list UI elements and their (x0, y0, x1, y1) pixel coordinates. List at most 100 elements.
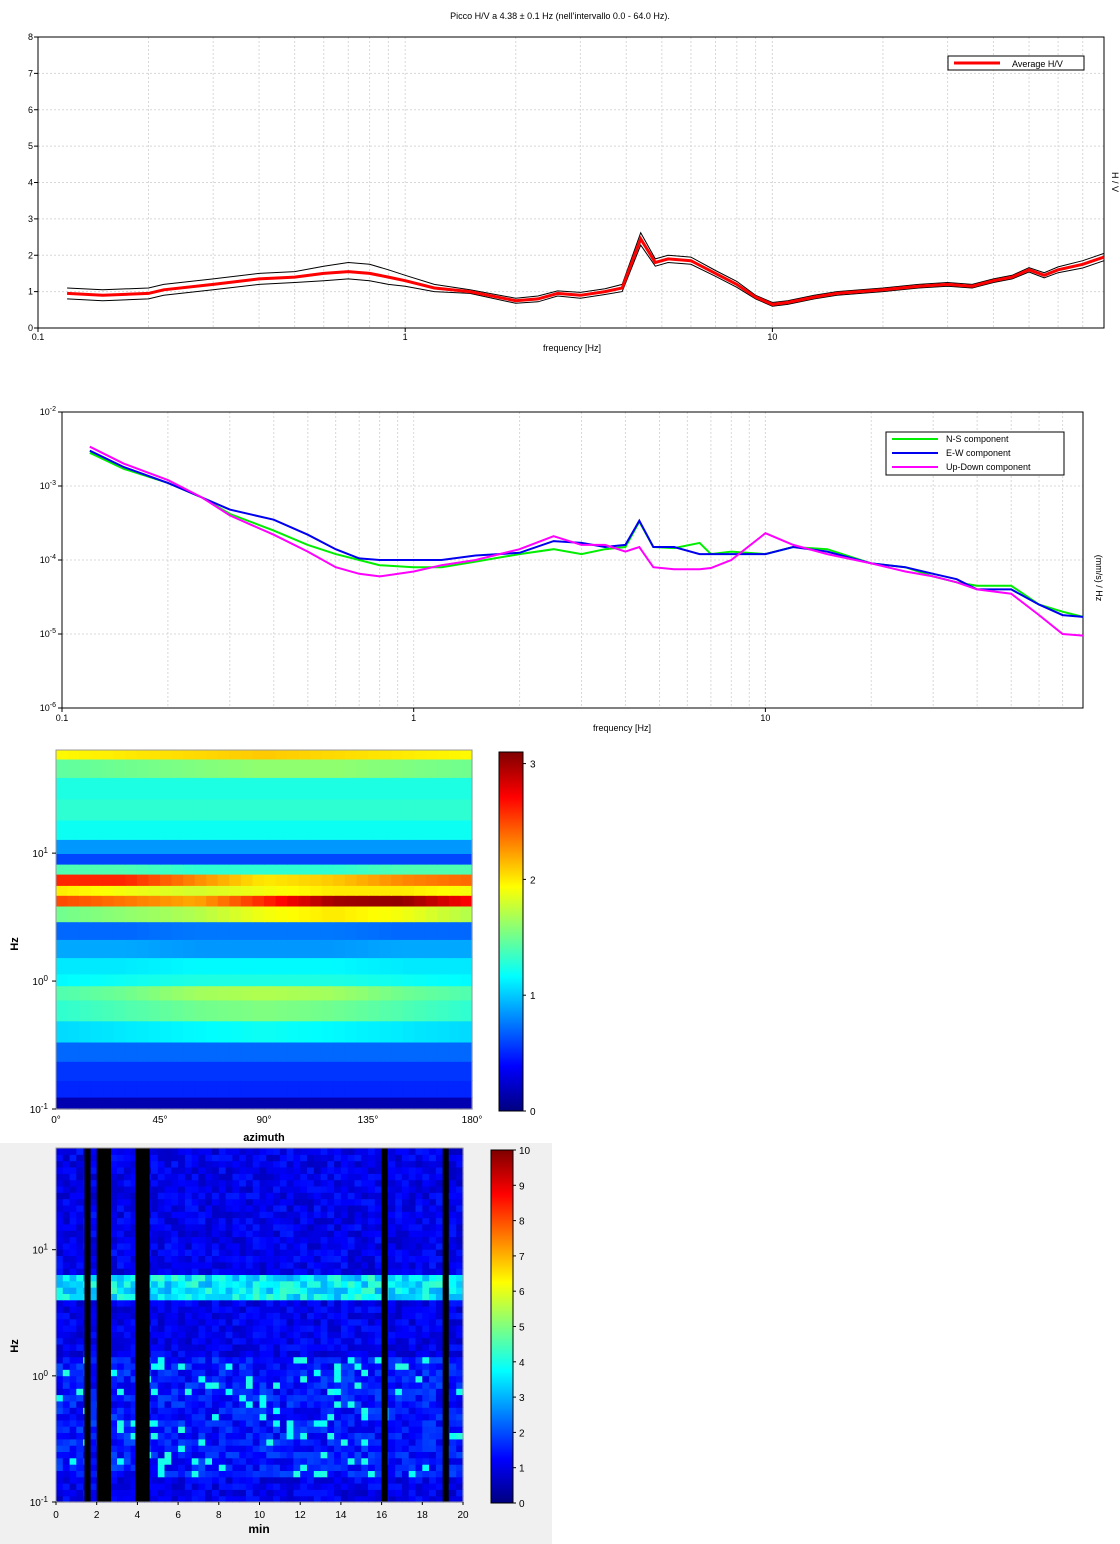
chart4-heat-cell (354, 1160, 362, 1168)
chart4-heat-cell (259, 1154, 267, 1162)
chart3-heat-cell (321, 750, 334, 760)
chart4-heat-cell (205, 1249, 213, 1256)
chart4-heat-cell (164, 1154, 172, 1162)
chart4-heat-cell (225, 1369, 233, 1377)
chart3-heat-cell (264, 758, 277, 778)
chart4-heat-cell (62, 1287, 71, 1294)
chart4-heat-cell (293, 1192, 301, 1200)
chart1-ytick-label: 7 (28, 68, 33, 78)
chart3-heat-cell (356, 985, 369, 1001)
chart3-heat-cell (310, 1080, 323, 1098)
chart4-heat-cell (286, 1223, 294, 1231)
chart4-heat-cell (401, 1160, 410, 1168)
chart4-heat-cell (191, 1173, 200, 1181)
chart4-heat-cell (212, 1318, 220, 1326)
chart4-heat-cell (178, 1293, 186, 1301)
chart3-heat-cell (391, 939, 404, 959)
chart4-heat-cell (422, 1217, 430, 1225)
chart4-heat-cell (361, 1344, 369, 1351)
chart4-heat-cell (435, 1198, 444, 1206)
chart4-heat-cell (164, 1173, 172, 1181)
chart4-heat-cell (171, 1236, 179, 1244)
chart3-heat-cell (79, 864, 92, 875)
chart4-heat-cell (171, 1331, 179, 1339)
chart4-heat-cell (449, 1167, 457, 1174)
chart3-heat-cell (67, 1080, 80, 1098)
chart4-heat-cell (279, 1381, 288, 1389)
chart4-heat-cell (368, 1350, 376, 1358)
chart3-heat-cell (183, 758, 196, 778)
chart4-heat-cell (415, 1495, 423, 1503)
chart4-heat-cell (123, 1242, 132, 1250)
chart4-heat-cell (327, 1388, 335, 1396)
chart4-heat-cell (415, 1287, 423, 1294)
chart4-heat-cell (435, 1185, 444, 1193)
chart4-heat-cell (429, 1223, 437, 1231)
chart3-heat-cell (310, 853, 323, 865)
chart4-heat-cell (157, 1325, 166, 1332)
chart3-heat-cell (344, 905, 358, 923)
chart4-heat-cell (422, 1318, 430, 1326)
chart3-heat-cell (148, 750, 161, 760)
chart3-heat-cell (206, 1020, 219, 1043)
chart3-heat-cell (136, 1097, 150, 1110)
chart4-heat-cell (245, 1495, 254, 1503)
chart4-heat-cell (449, 1154, 457, 1162)
chart4-heat-cell (361, 1211, 369, 1219)
chart3-heat-cell (194, 939, 207, 959)
chart4-heat-cell (130, 1464, 138, 1471)
chart3-heat-cell (368, 750, 381, 760)
chart3-heat-cell (402, 874, 415, 886)
chart4-heat-cell (361, 1413, 369, 1421)
chart4-heat-cell (374, 1217, 383, 1225)
chart4-heat-cell (449, 1211, 457, 1219)
chart4-heat-cell (89, 1249, 98, 1256)
chart4-heat-cell (76, 1413, 84, 1421)
chart4-heat-cell (368, 1356, 376, 1364)
chart4-heat-cell (395, 1274, 403, 1282)
chart4-heat-cell (69, 1287, 77, 1294)
chart3-heat-cell (252, 839, 265, 854)
chart4-heat-cell (273, 1160, 281, 1168)
chart4-heat-cell (395, 1312, 403, 1320)
chart4-heat-cell (178, 1217, 186, 1225)
chart4-heat-cell (449, 1451, 457, 1459)
chart4-heat-cell (178, 1192, 186, 1200)
chart4-heat-cell (293, 1306, 301, 1313)
chart4-heat-cell (279, 1369, 288, 1377)
chart3-heat-cell (67, 1020, 80, 1043)
chart4-heat-cell (110, 1483, 118, 1490)
chart3-heat-cell (171, 921, 184, 940)
chart4-heat-cell (69, 1299, 77, 1307)
chart4-heat-cell (252, 1173, 261, 1181)
chart4-heat-cell (313, 1255, 322, 1263)
chart3-heat-cell (217, 1097, 230, 1110)
chart3-heat-cell (344, 777, 358, 800)
chart4-heat-cell (456, 1192, 464, 1200)
chart4-heat-cell (422, 1451, 430, 1459)
chart4-heat-cell (117, 1394, 125, 1402)
chart4-heat-cell (184, 1261, 193, 1269)
chart3-ytick-label: 100 (32, 974, 48, 988)
chart4-heat-cell (212, 1236, 220, 1244)
chart4-heat-cell (266, 1192, 274, 1200)
chart4-heat-cell (340, 1255, 349, 1263)
chart4-heat-cell (245, 1331, 254, 1339)
chart4-heat-cell (157, 1293, 166, 1301)
chart4-heat-cell (408, 1356, 417, 1364)
chart4-heat-cell (320, 1280, 328, 1288)
chart3-heat-cell (310, 999, 323, 1022)
chart3-heat-cell (344, 864, 358, 875)
chart4-heat-cell (279, 1154, 288, 1162)
chart3-heat-cell (264, 885, 277, 896)
chart4-heat-cell (449, 1407, 457, 1415)
chart1-ytick-label: 2 (28, 250, 33, 260)
chart3-heat-cell (275, 939, 288, 959)
chart4-heat-cell (164, 1426, 172, 1433)
chart3-heat-cell (183, 777, 196, 800)
chart4-heat-cell (361, 1160, 369, 1168)
chart4-heat-cell (178, 1261, 186, 1269)
chart4-heat-cell (422, 1179, 430, 1187)
chart3-heat-cell (425, 957, 438, 975)
chart4-heat-cell (56, 1337, 64, 1345)
